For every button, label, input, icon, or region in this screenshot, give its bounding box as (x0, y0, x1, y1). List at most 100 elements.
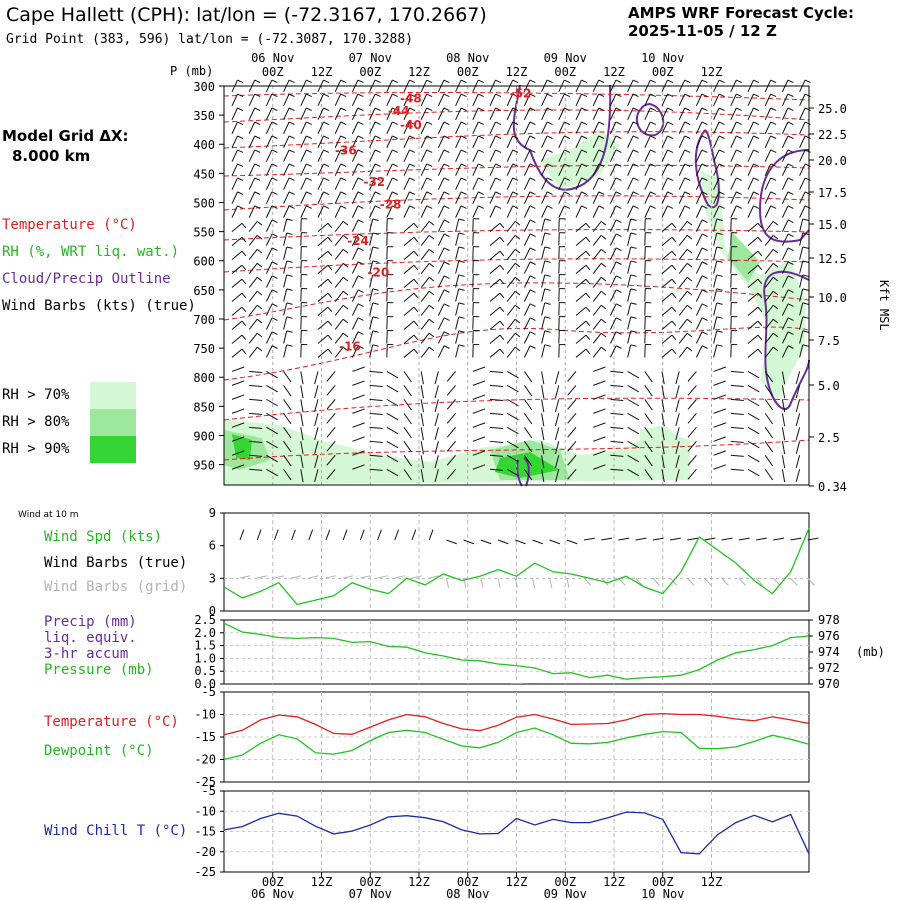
model-grid-info: Model Grid ΔX: 8.000 km (2, 126, 129, 166)
wind-barb (541, 218, 546, 232)
wind-barb (592, 177, 600, 190)
wind-barb (541, 469, 545, 483)
wind-barb (434, 469, 439, 482)
wind-barb-true (359, 529, 365, 541)
y-tick-label: -5 (202, 685, 216, 699)
wind-barb (283, 191, 290, 204)
wind-barb (386, 149, 393, 162)
wind-barb-feather (478, 93, 484, 98)
wind-barb (592, 221, 602, 232)
wind-barb (678, 163, 686, 176)
wind-barb (695, 289, 703, 302)
wind-barb (541, 121, 548, 134)
wind-barb (609, 219, 617, 232)
wind-barb-feather (443, 121, 450, 125)
wind-barb (265, 317, 273, 330)
wind-barb (506, 93, 514, 107)
wind-barb (541, 177, 548, 190)
wind-barb-feather (271, 205, 278, 209)
wind-barb (506, 177, 514, 190)
wind-barb-feather (306, 191, 312, 195)
wind-barb (781, 345, 789, 358)
wind-barb (283, 371, 292, 383)
legend-cloud-outline: Cloud/Precip Outline (2, 271, 171, 287)
wind-barb (747, 454, 760, 463)
bottom-date-label: 07 Nov (349, 887, 392, 900)
wind-barb (541, 205, 548, 218)
wind-barb-feather (428, 234, 435, 240)
wind-barb-feather (271, 177, 278, 181)
wind-barb-feather (787, 107, 794, 111)
wind-barb-true (687, 537, 699, 541)
wind-barb-feather (342, 346, 349, 352)
wind-barb (506, 412, 519, 421)
wind-barb-feather (787, 79, 794, 84)
wind-barb-feather (286, 344, 293, 347)
wind-barb-feather (413, 236, 419, 243)
isotherm (223, 92, 810, 101)
wind-barb (231, 348, 243, 358)
wind-barb-feather (256, 346, 263, 352)
wind-barb-feather (753, 205, 760, 209)
wind-barb (489, 163, 496, 176)
wind-barb-feather (787, 163, 794, 167)
wind-barb (713, 408, 726, 414)
wind-barb-feather (460, 121, 467, 125)
wind-barb (678, 332, 688, 344)
wind-barb (695, 121, 703, 134)
wind-barb-feather (306, 79, 312, 84)
wind-barb (575, 121, 582, 134)
wind-barb (575, 177, 582, 190)
wind-barb (265, 93, 273, 107)
wind-barb-feather (716, 232, 723, 235)
wind-barb-feather (340, 191, 347, 195)
wind-barb (248, 221, 258, 232)
wind-barb-feather (271, 191, 278, 195)
wind-barb (231, 408, 245, 414)
forecast-cycle: AMPS WRF Forecast Cycle: 2025-11-05 / 12… (628, 4, 854, 40)
wind-barb (437, 121, 445, 134)
y-tick-label: 2.5 (194, 613, 216, 627)
wind-barb-feather (254, 191, 261, 195)
wind-barb (369, 191, 376, 204)
wind-barb-feather (271, 331, 278, 335)
wind-barb-feather (443, 205, 450, 209)
wind-barb (592, 263, 602, 274)
wind-barb (369, 370, 383, 374)
wind-barb (455, 218, 460, 232)
wind-barb (795, 399, 801, 413)
wind-barb (300, 149, 307, 162)
wind-barb-feather (271, 247, 278, 251)
wind-barb (231, 107, 238, 120)
wind-barb (541, 246, 546, 260)
wind-barb (472, 163, 479, 176)
wind-barb-feather (460, 93, 467, 98)
temperature-label: -48 (400, 91, 422, 105)
wind-barb (334, 263, 344, 274)
wind-barb (446, 427, 456, 438)
wind-barb-feather (286, 246, 293, 249)
wind-barb (764, 135, 772, 148)
wind-barb-feather (585, 292, 591, 299)
wind-barb-feather (598, 163, 605, 167)
wind-barb (352, 380, 365, 386)
wind-barb (781, 469, 786, 483)
wind-barb-feather (288, 107, 295, 111)
wind-barb (644, 135, 651, 148)
wind-barb-feather (667, 121, 674, 125)
wind-barb (644, 191, 651, 204)
wind-barb (593, 436, 606, 442)
wind-barb-feather (327, 306, 333, 313)
wind-barb (437, 261, 445, 274)
wind-barb (489, 121, 496, 134)
wind-barb-grid (531, 577, 536, 588)
wind-barb (283, 163, 290, 176)
wind-barb (351, 233, 359, 246)
wind-barb (317, 222, 329, 233)
wind-barb (541, 107, 548, 120)
wind-barb (644, 385, 653, 397)
wind-barb (781, 149, 789, 162)
wind-barb-feather (600, 248, 607, 254)
wind-barb-feather (544, 260, 551, 263)
wind-barb (541, 441, 545, 455)
